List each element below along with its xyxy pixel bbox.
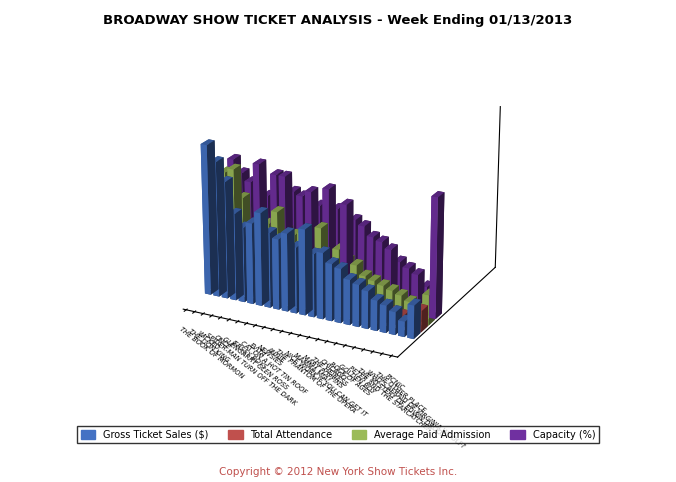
Text: BROADWAY SHOW TICKET ANALYSIS - Week Ending 01/13/2013: BROADWAY SHOW TICKET ANALYSIS - Week End… xyxy=(103,14,573,27)
Text: Copyright © 2012 New York Show Tickets Inc.: Copyright © 2012 New York Show Tickets I… xyxy=(219,467,457,477)
Legend: Gross Ticket Sales ($), Total Attendance, Average Paid Admission, Capacity (%): Gross Ticket Sales ($), Total Attendance… xyxy=(77,426,599,443)
